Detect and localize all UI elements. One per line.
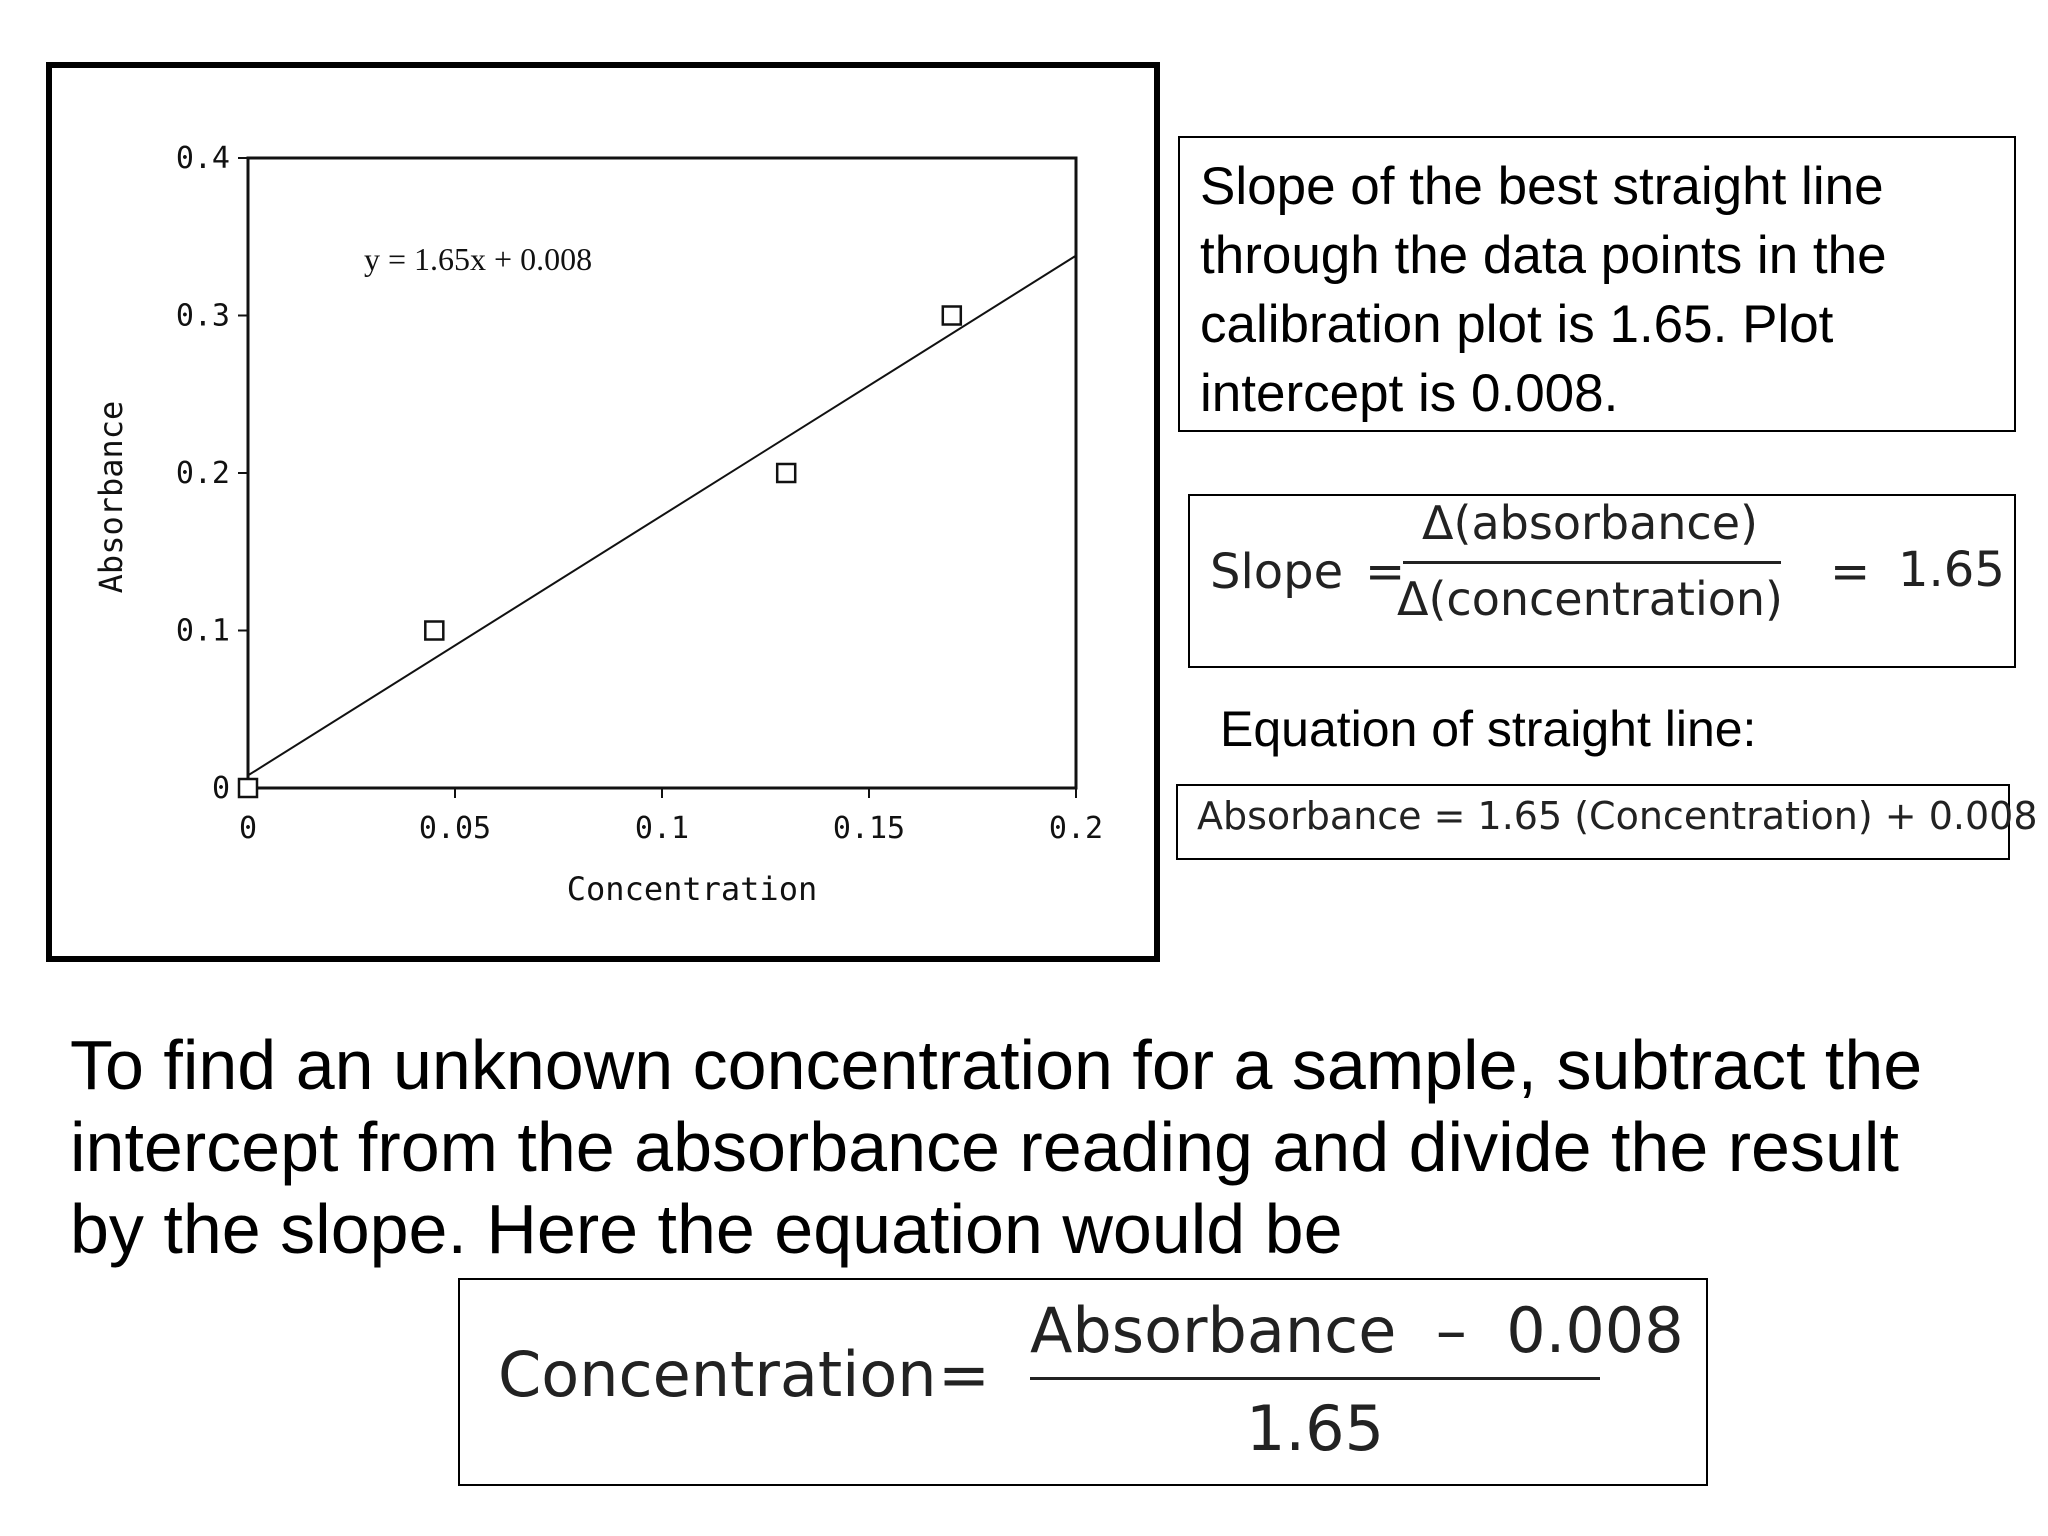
data-point-marker (775, 462, 797, 484)
slope-formula-equals: = (1365, 544, 1406, 600)
concentration-formula-box: Concentration = Absorbance – 0.008 1.65 (458, 1278, 1708, 1486)
slope-formula-denominator: Δ(concentration) (1397, 572, 1783, 626)
concentration-formula-equals: = (938, 1338, 990, 1411)
x-tick-label: 0.1 (635, 811, 689, 846)
instruction-paragraph: To find an unknown concentration for a s… (70, 1026, 1923, 1268)
x-tick-label: 0.05 (419, 811, 491, 846)
concentration-formula-fraction-bar (1030, 1377, 1600, 1380)
y-axis-title: Absorbance (92, 401, 130, 594)
slope-formula-box: Slope = Δ(absorbance) Δ(concentration) =… (1188, 494, 2016, 668)
slope-formula-equals-2: = (1830, 544, 1871, 600)
trendline (247, 254, 1077, 777)
data-point-marker (941, 305, 963, 326)
slope-formula-fraction-bar (1403, 561, 1781, 564)
slope-formula-result: 1.65 (1898, 542, 2005, 598)
y-tick-label: 0 (212, 771, 230, 806)
x-tick-label: 0.2 (1049, 811, 1103, 846)
y-tick-label: 0.1 (176, 614, 230, 649)
concentration-formula-denominator: 1.65 (1245, 1392, 1385, 1465)
line-equation-box: Absorbance = 1.65 (Concentration) + 0.00… (1176, 784, 2038, 860)
slope-note-box: Slope of the best straight line through … (1178, 136, 2016, 432)
x-axis-title: Concentration (567, 870, 817, 908)
slope-formula-numerator: Δ(absorbance) (1422, 496, 1758, 550)
x-tick-label: 0 (239, 811, 257, 846)
calibration-chart: 0 0.05 0.1 0.15 0.2 0 0.1 0.2 0.3 0.4 Concentratio… (92, 141, 1103, 908)
chart-frame: 0 0.05 0.1 0.15 0.2 0 0.1 0.2 0.3 0.4 Concentratio… (46, 62, 1160, 962)
concentration-formula-numerator: Absorbance – 0.008 (1030, 1294, 1684, 1367)
y-tick-label: 0.2 (176, 456, 230, 491)
y-tick-label: 0.4 (176, 141, 230, 176)
line-equation-heading: Equation of straight line: (1220, 701, 1757, 757)
y-tick-label: 0.3 (176, 299, 230, 334)
trendline-equation-label: y = 1.65x + 0.008 (364, 241, 592, 277)
data-point-marker (424, 620, 445, 641)
data-point-marker (237, 777, 259, 799)
slope-formula-label: Slope (1210, 544, 1344, 600)
x-tick-label: 0.15 (833, 811, 905, 846)
concentration-formula-label: Concentration (498, 1338, 937, 1411)
